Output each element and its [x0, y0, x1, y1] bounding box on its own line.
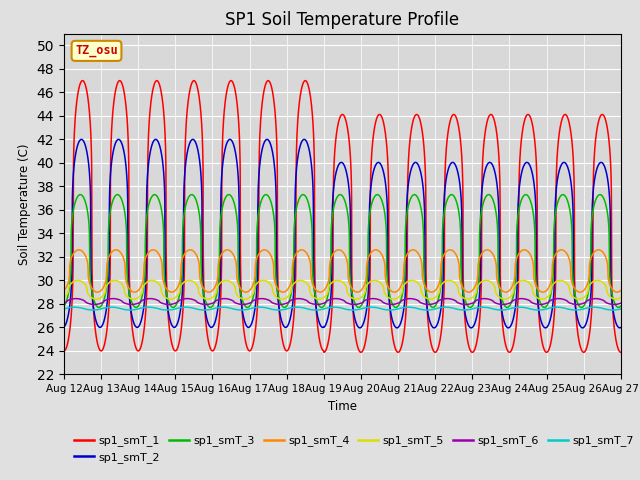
Line: sp1_smT_7: sp1_smT_7	[64, 307, 621, 310]
sp1_smT_2	[124, 197, 132, 203]
Y-axis label: Soil Temperature (C): Soil Temperature (C)	[18, 143, 31, 265]
Line: sp1_smT_5: sp1_smT_5	[64, 280, 621, 299]
sp1_smT_2	[77, 136, 85, 142]
sp1_smT_6	[274, 301, 282, 307]
Text: TZ_osu: TZ_osu	[75, 44, 118, 58]
sp1_smT_2	[298, 139, 306, 144]
sp1_smT_1	[274, 268, 282, 274]
sp1_smT_5	[60, 295, 68, 300]
sp1_smT_1	[546, 343, 554, 349]
sp1_smT_6	[60, 300, 68, 306]
sp1_smT_6	[611, 301, 618, 307]
sp1_smT_1	[79, 78, 86, 84]
sp1_smT_5	[617, 295, 625, 300]
sp1_smT_3	[60, 303, 68, 309]
sp1_smT_5	[298, 277, 306, 283]
sp1_smT_4	[606, 282, 614, 288]
sp1_smT_3	[546, 295, 554, 300]
sp1_smT_7	[298, 305, 306, 311]
sp1_smT_6	[298, 296, 306, 302]
sp1_smT_1	[606, 151, 614, 156]
sp1_smT_3	[274, 290, 282, 296]
sp1_smT_4	[298, 247, 306, 253]
sp1_smT_3	[606, 276, 614, 282]
sp1_smT_7	[70, 304, 78, 310]
sp1_smT_2	[617, 324, 625, 330]
sp1_smT_5	[74, 277, 81, 283]
sp1_smT_3	[617, 303, 625, 309]
sp1_smT_7	[617, 306, 625, 312]
sp1_smT_7	[157, 306, 164, 312]
sp1_smT_3	[298, 192, 306, 198]
sp1_smT_2	[546, 317, 554, 323]
sp1_smT_5	[606, 294, 614, 300]
sp1_smT_4	[157, 255, 164, 261]
sp1_smT_3	[124, 279, 132, 285]
sp1_smT_2	[157, 147, 164, 153]
sp1_smT_5	[274, 295, 282, 301]
sp1_smT_1	[298, 84, 306, 90]
sp1_smT_4	[274, 286, 282, 291]
sp1_smT_6	[617, 300, 625, 306]
sp1_smT_4	[617, 288, 625, 293]
sp1_smT_6	[72, 296, 80, 301]
Line: sp1_smT_6: sp1_smT_6	[64, 299, 621, 304]
sp1_smT_4	[75, 247, 83, 252]
sp1_smT_2	[606, 204, 614, 210]
Line: sp1_smT_3: sp1_smT_3	[64, 194, 621, 307]
sp1_smT_6	[157, 300, 164, 305]
sp1_smT_6	[546, 298, 554, 303]
sp1_smT_3	[77, 192, 84, 197]
sp1_smT_4	[124, 283, 132, 288]
sp1_smT_4	[546, 282, 554, 288]
sp1_smT_3	[157, 203, 164, 209]
sp1_smT_7	[124, 307, 132, 313]
sp1_smT_4	[60, 288, 68, 293]
sp1_smT_5	[612, 296, 620, 302]
sp1_smT_6	[606, 301, 614, 307]
sp1_smT_7	[609, 307, 616, 313]
sp1_smT_1	[60, 348, 68, 354]
sp1_smT_1	[157, 87, 164, 93]
sp1_smT_1	[617, 349, 625, 355]
sp1_smT_5	[124, 294, 132, 300]
Line: sp1_smT_4: sp1_smT_4	[64, 250, 621, 292]
sp1_smT_4	[613, 289, 621, 295]
Line: sp1_smT_2: sp1_smT_2	[64, 139, 621, 328]
Line: sp1_smT_1: sp1_smT_1	[64, 81, 621, 352]
sp1_smT_6	[124, 301, 132, 307]
Title: SP1 Soil Temperature Profile: SP1 Soil Temperature Profile	[225, 11, 460, 29]
sp1_smT_7	[546, 305, 554, 311]
sp1_smT_2	[60, 324, 68, 330]
X-axis label: Time: Time	[328, 400, 357, 413]
sp1_smT_1	[124, 126, 132, 132]
sp1_smT_5	[157, 284, 164, 290]
sp1_smT_7	[60, 306, 68, 312]
sp1_smT_3	[615, 304, 623, 310]
sp1_smT_2	[616, 325, 623, 331]
Legend: sp1_smT_1, sp1_smT_2, sp1_smT_3, sp1_smT_4, sp1_smT_5, sp1_smT_6, sp1_smT_7: sp1_smT_1, sp1_smT_2, sp1_smT_3, sp1_smT…	[70, 431, 638, 468]
sp1_smT_2	[274, 292, 282, 298]
sp1_smT_7	[274, 307, 282, 313]
sp1_smT_7	[606, 307, 614, 313]
sp1_smT_5	[546, 291, 554, 297]
